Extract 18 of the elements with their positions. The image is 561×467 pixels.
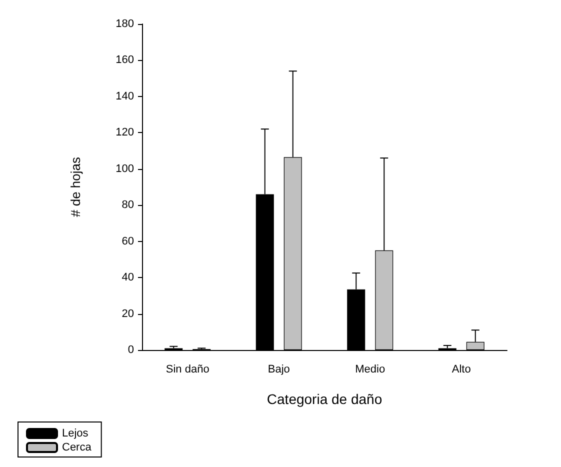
y-tick-label: 160 [116,54,134,66]
y-tick-label: 100 [116,162,134,175]
y-axis-title: # de hojas [68,156,83,217]
x-tick-label: Alto [452,364,471,376]
y-tick-label: 0 [128,344,134,356]
x-tick-label: Medio [355,364,386,376]
legend-label: Cerca [62,442,92,454]
y-tick-label: 20 [122,308,134,320]
y-tick-label: 180 [116,18,134,30]
x-axis-title: Categoria de daño [266,391,382,407]
y-tick-label: 80 [122,199,134,212]
y-tick-label: 40 [122,272,134,284]
y-tick-label: 60 [122,235,134,248]
legend-label: Lejos [62,428,89,440]
y-tick-label: 120 [116,126,134,139]
x-tick-label: Bajo [268,364,290,376]
y-tick-label: 140 [116,90,134,102]
x-tick-label: Sin daño [166,364,210,376]
